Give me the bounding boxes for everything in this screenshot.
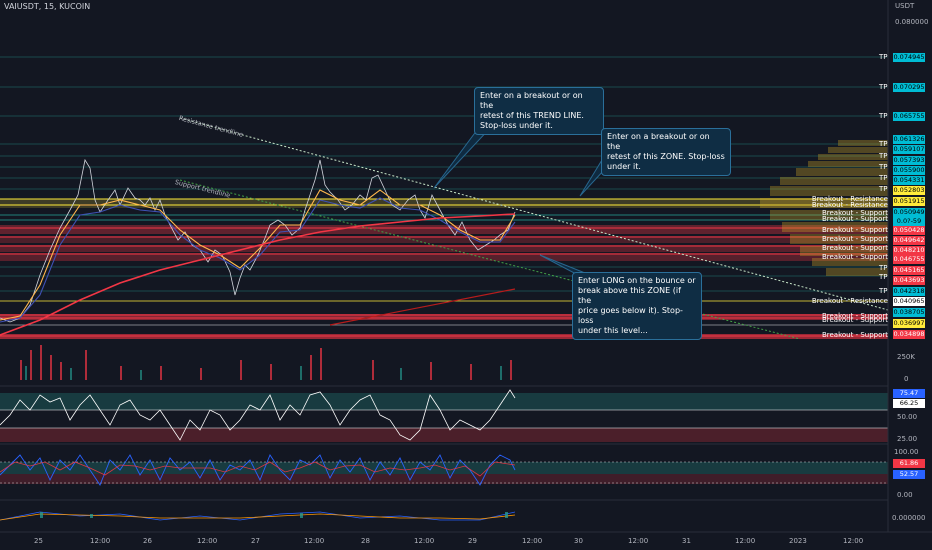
time-axis-label: 12:00 xyxy=(843,537,864,545)
macd-line xyxy=(0,511,516,521)
time-axis-label: 29 xyxy=(468,537,477,545)
price-tag: 0.043693 xyxy=(893,276,925,285)
tp-label: TP xyxy=(879,174,888,182)
note-support-zone[interactable]: Enter LONG on the bounce or break above … xyxy=(572,272,702,340)
price-tag: 0.065755 xyxy=(893,112,925,121)
price-tag: 0.055900 xyxy=(893,166,925,175)
zone-label: Breakout - Support xyxy=(821,235,888,243)
price-tag: 0.0?-59 xyxy=(893,217,925,226)
price-tag: 0.052803 xyxy=(893,186,925,195)
note-trendline[interactable]: Enter on a breakout or on the retest of … xyxy=(474,87,604,135)
macd-axis-label: 0.000000 xyxy=(892,514,926,522)
time-axis-label: 31 xyxy=(682,537,691,545)
volume-axis-label: 0 xyxy=(904,375,909,383)
price-tag: 0.054331 xyxy=(893,176,925,185)
price-tag: 0.057393 xyxy=(893,156,925,165)
rsi-band-high xyxy=(0,393,888,410)
stoch-axis-label: 0.00 xyxy=(897,491,913,499)
time-axis-label: 12:00 xyxy=(304,537,325,545)
price-tag: 0.070295 xyxy=(893,83,925,92)
volume-axis-label: 250K xyxy=(897,353,915,361)
zone-label: Breakout - Support xyxy=(821,312,888,320)
price-tag: 0.036997 xyxy=(893,319,925,328)
stoch-axis-label: 100.00 xyxy=(894,448,919,456)
price-tag: 0.051915 xyxy=(893,197,925,206)
zone-label: Breakout - Resistance xyxy=(811,201,888,209)
time-axis-label: 2023 xyxy=(789,537,807,545)
price-tag: 0.049642 xyxy=(893,236,925,245)
price-tag: 0.034898 xyxy=(893,330,925,339)
time-axis-label: 12:00 xyxy=(735,537,756,545)
resistance-zone xyxy=(0,199,888,208)
zone-label: Breakout - Resistance xyxy=(811,195,888,203)
price-tag: 0.042318 xyxy=(893,287,925,296)
rsi-line xyxy=(0,389,516,441)
symbol-title: VAIUSDT, 15, KUCOIN xyxy=(4,2,91,11)
volume-profile xyxy=(760,140,888,276)
price-tag: 0.048210 xyxy=(893,246,925,255)
price-tag: 0.050428 xyxy=(893,226,925,235)
price-tag: 0.046755 xyxy=(893,255,925,264)
macd-histogram xyxy=(40,512,508,518)
tp-label: TP xyxy=(879,287,888,295)
time-axis-label: 26 xyxy=(143,537,152,545)
time-axis-label: 25 xyxy=(34,537,43,545)
tp-label: TP xyxy=(879,83,888,91)
time-axis-label: 28 xyxy=(361,537,370,545)
price-tag: 0.038705 xyxy=(893,308,925,317)
ema-line xyxy=(0,213,516,336)
time-axis-label: 27 xyxy=(251,537,260,545)
time-axis-label: 12:00 xyxy=(522,537,543,545)
tp-label: TP xyxy=(879,152,888,160)
rsi-axis-label: 50.00 xyxy=(897,413,918,421)
zone-label: Breakout - Support xyxy=(821,215,888,223)
note-resistance-zone[interactable]: Enter on a breakout or on the retest of … xyxy=(601,128,731,176)
zone-label: Breakout - Resistance xyxy=(811,297,888,305)
currency-label: USDT xyxy=(895,2,915,10)
tp-lines xyxy=(0,56,888,292)
zone-label: Breakout - Support xyxy=(821,226,888,234)
rsi-tag: 75.47 xyxy=(893,389,925,398)
rsi-axis-label: 25.00 xyxy=(897,435,918,443)
time-axis-label: 30 xyxy=(574,537,583,545)
stoch-tag: 61.86 xyxy=(893,459,925,468)
tp-label: TP xyxy=(879,163,888,171)
price-tag: 0.074945 xyxy=(893,53,925,62)
tp-label: TP xyxy=(879,185,888,193)
price-tag: 0.061326 xyxy=(893,135,925,144)
price-tag: 0.040965 xyxy=(893,297,925,306)
zone-label: Breakout - Support xyxy=(821,209,888,217)
zone-label: Breakout - Support xyxy=(821,316,888,324)
tp-label: TP xyxy=(879,140,888,148)
price-tag: 0.050949 xyxy=(893,208,925,217)
tp-label: TP xyxy=(879,273,888,281)
zone-label: Breakout - Support xyxy=(821,331,888,339)
stoch-tag: 52.57 xyxy=(893,470,925,479)
stoch-d-line xyxy=(0,461,516,477)
time-axis-label: 12:00 xyxy=(197,537,218,545)
tp-label: TP xyxy=(879,112,888,120)
red-trendline[interactable] xyxy=(329,288,516,326)
time-axis-label: 12:00 xyxy=(414,537,435,545)
tp-label: TP xyxy=(879,264,888,272)
zone-label: Breakout - Support xyxy=(821,244,888,252)
price-tag: 0.045165 xyxy=(893,266,925,275)
price-tag: 0.059107 xyxy=(893,145,925,154)
zone-label: Breakout - Support xyxy=(821,253,888,261)
price-axis-top-label: 0.080000 xyxy=(895,18,929,26)
time-axis-label: 12:00 xyxy=(90,537,111,545)
rsi-tag: 66.25 xyxy=(893,399,925,408)
rsi-band-low xyxy=(0,428,888,442)
volume-bars xyxy=(20,345,512,380)
time-axis-label: 12:00 xyxy=(628,537,649,545)
tp-label: TP xyxy=(879,53,888,61)
